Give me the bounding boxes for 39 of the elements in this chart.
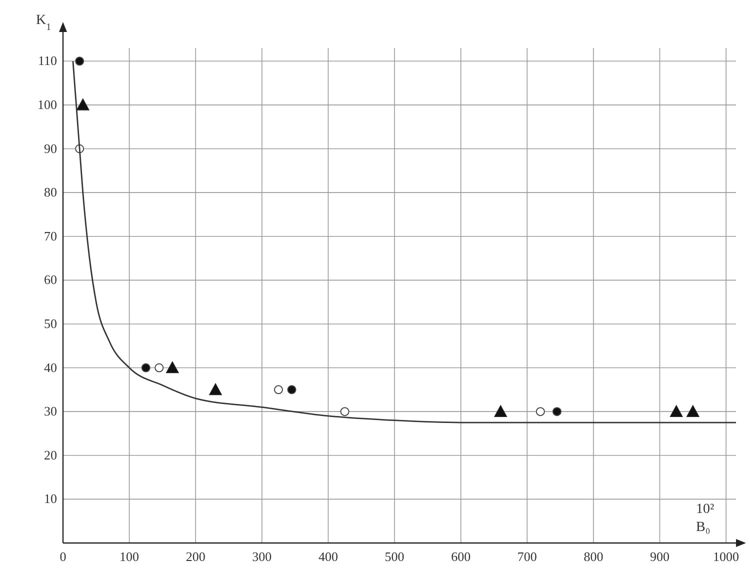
point: [494, 405, 508, 417]
y-tick-label: 40: [44, 360, 57, 375]
y-tick-label: 50: [44, 316, 57, 331]
y-tick-label: 60: [44, 272, 57, 288]
line-series: [72, 60, 737, 424]
x-tick-label: 800: [584, 549, 604, 564]
point: [287, 385, 296, 394]
y-tick-label: 110: [38, 53, 57, 68]
point: [154, 363, 164, 372]
x-tick-label: 900: [650, 549, 670, 564]
x-tick-label: 0: [60, 549, 66, 564]
point: [552, 407, 562, 416]
y-tick-label: 70: [44, 228, 57, 244]
point: [166, 361, 179, 374]
y-tick-label: 90: [44, 140, 57, 156]
x-tick-label: 200: [186, 549, 206, 564]
x-tick-label: 400: [318, 549, 338, 564]
y-tick-label: 100: [38, 96, 57, 112]
y-tick-label: 10: [44, 491, 57, 506]
x-tick-label: 700: [517, 549, 537, 564]
y-tick-label: 80: [44, 184, 57, 200]
point: [209, 383, 222, 396]
point: [340, 407, 350, 416]
point: [686, 405, 700, 417]
x-tick-label: 500: [384, 549, 404, 564]
point: [536, 407, 545, 416]
x-tick-label: 100: [120, 549, 140, 564]
point: [670, 405, 683, 417]
y-tick-label: 30: [44, 404, 57, 419]
point: [75, 56, 84, 66]
point: [141, 363, 150, 372]
x-tick-label: 600: [451, 549, 471, 564]
y-tick-label: 20: [44, 447, 57, 462]
y-axis-title: K$_{1}$: [36, 13, 52, 32]
point: [76, 98, 90, 110]
x-axis-title: 10² B₀: [696, 502, 714, 535]
x-tick-label: 300: [252, 549, 272, 564]
point: [274, 385, 283, 394]
x-tick-label: 1000: [713, 549, 740, 564]
